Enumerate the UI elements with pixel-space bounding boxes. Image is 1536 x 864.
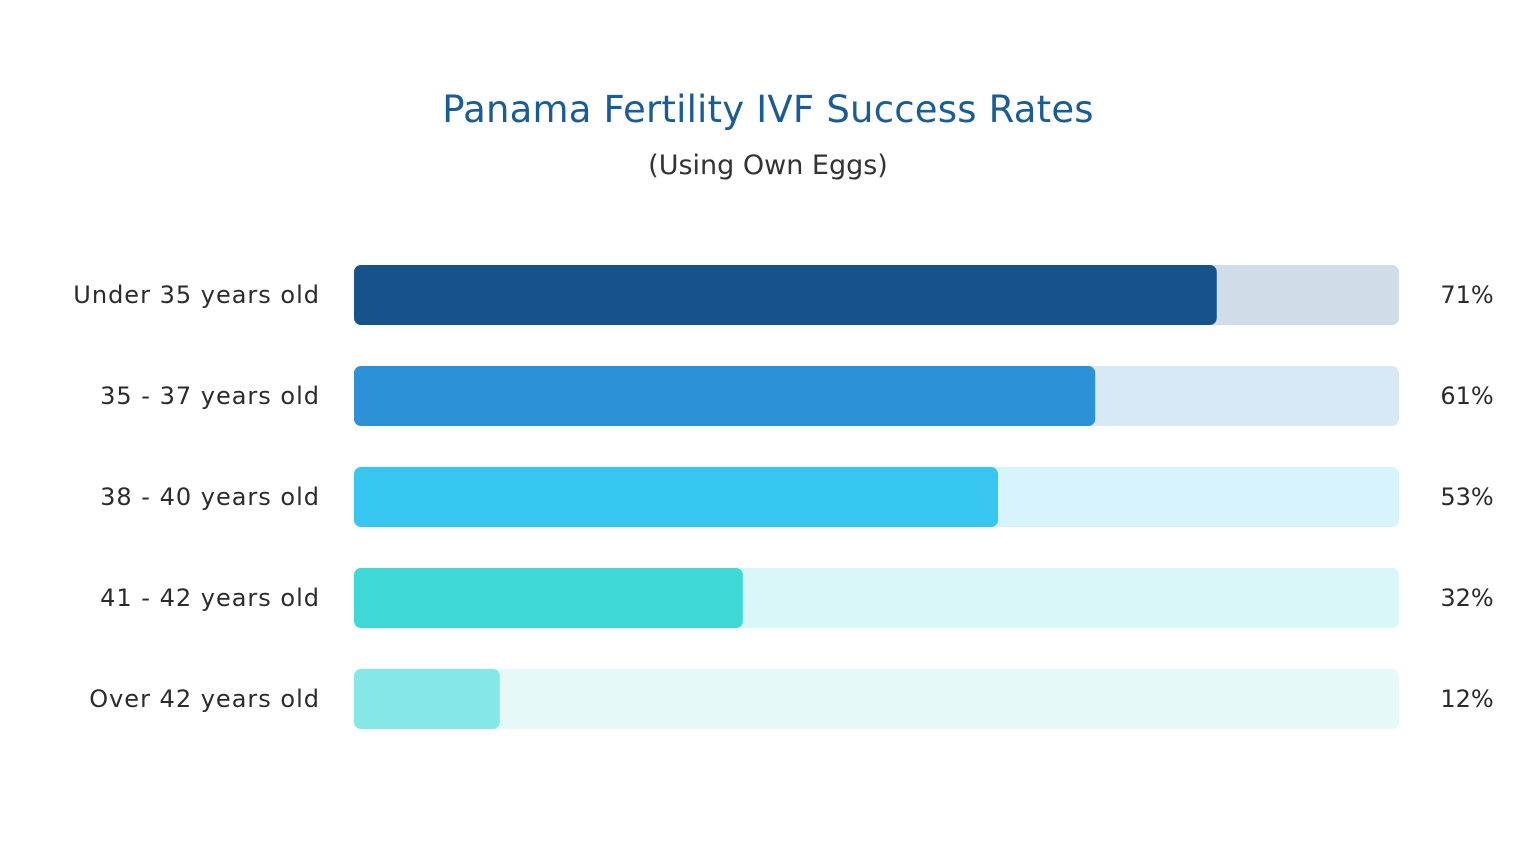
bar <box>354 669 500 729</box>
bar <box>354 568 743 628</box>
bar <box>354 366 1096 426</box>
value-label: 32% <box>1440 584 1493 612</box>
bar <box>354 265 1217 325</box>
chart-title: Panama Fertility IVF Success Rates <box>442 88 1094 131</box>
chart-subtitle: (Using Own Eggs) <box>648 150 888 181</box>
category-label: 38 - 40 years old <box>100 483 320 511</box>
value-label: 53% <box>1440 483 1493 511</box>
value-label: 71% <box>1440 281 1493 309</box>
category-label: Over 42 years old <box>89 685 320 713</box>
bar-track <box>354 669 1399 729</box>
category-label: Under 35 years old <box>73 281 320 309</box>
value-label: 12% <box>1440 685 1493 713</box>
bar <box>354 467 999 527</box>
category-label: 35 - 37 years old <box>100 382 320 410</box>
value-label: 61% <box>1440 382 1493 410</box>
category-label: 41 - 42 years old <box>100 584 320 612</box>
